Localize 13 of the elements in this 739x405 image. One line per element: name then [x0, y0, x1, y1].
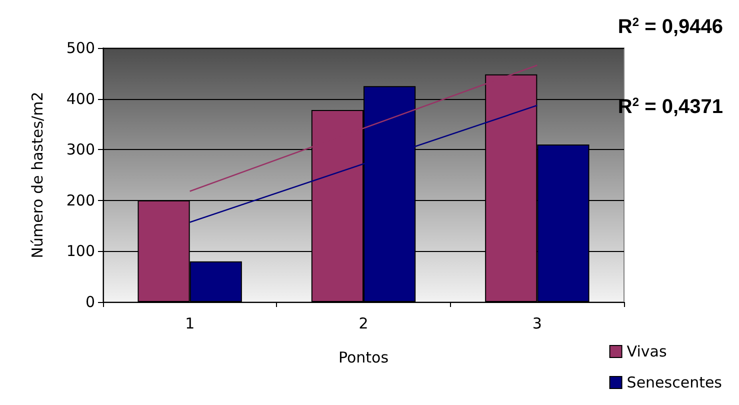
y-tick-label: 400 [66, 90, 95, 108]
y-tick-label: 100 [66, 242, 95, 260]
y-tick-label: 0 [85, 293, 95, 311]
legend-label: Senescentes [626, 374, 722, 392]
x-axis-title: Pontos [338, 348, 389, 366]
y-axis-title: Número de hastes/m2 [28, 92, 46, 258]
x-tick-label: 2 [358, 314, 368, 332]
y-tick-label: 200 [66, 191, 95, 210]
legend-label: Vivas [626, 342, 667, 360]
x-tick-label: 3 [532, 314, 542, 332]
y-tick-label: 500 [66, 39, 95, 57]
x-tick-label: 1 [185, 314, 195, 332]
y-tick-label: 300 [66, 140, 95, 159]
